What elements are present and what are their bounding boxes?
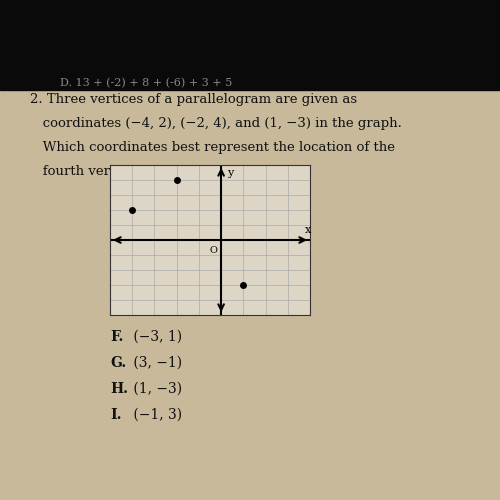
Text: D. 13 + (-2) + 8 + (-6) + 3 + 5: D. 13 + (-2) + 8 + (-6) + 3 + 5 — [60, 78, 232, 88]
Text: fourth vertex of the parallelogram?: fourth vertex of the parallelogram? — [30, 164, 279, 177]
Text: (3, −1): (3, −1) — [129, 356, 182, 370]
Text: 2. Three vertices of a parallelogram are given as: 2. Three vertices of a parallelogram are… — [30, 92, 357, 106]
Text: H.: H. — [110, 382, 128, 396]
Text: y: y — [226, 168, 233, 178]
Text: (1, −3): (1, −3) — [129, 382, 182, 396]
Text: I.: I. — [110, 408, 122, 422]
Text: x: x — [304, 225, 311, 235]
Text: (−1, 3): (−1, 3) — [129, 408, 182, 422]
Text: G.: G. — [110, 356, 126, 370]
Bar — [0, 0, 500, 90]
Text: O: O — [210, 246, 218, 255]
Text: Which coordinates best represent the location of the: Which coordinates best represent the loc… — [30, 140, 395, 153]
Text: coordinates (−4, 2), (−2, 4), and (1, −3) in the graph.: coordinates (−4, 2), (−2, 4), and (1, −3… — [30, 116, 402, 130]
Text: F.: F. — [110, 330, 124, 344]
Text: (−3, 1): (−3, 1) — [129, 330, 182, 344]
